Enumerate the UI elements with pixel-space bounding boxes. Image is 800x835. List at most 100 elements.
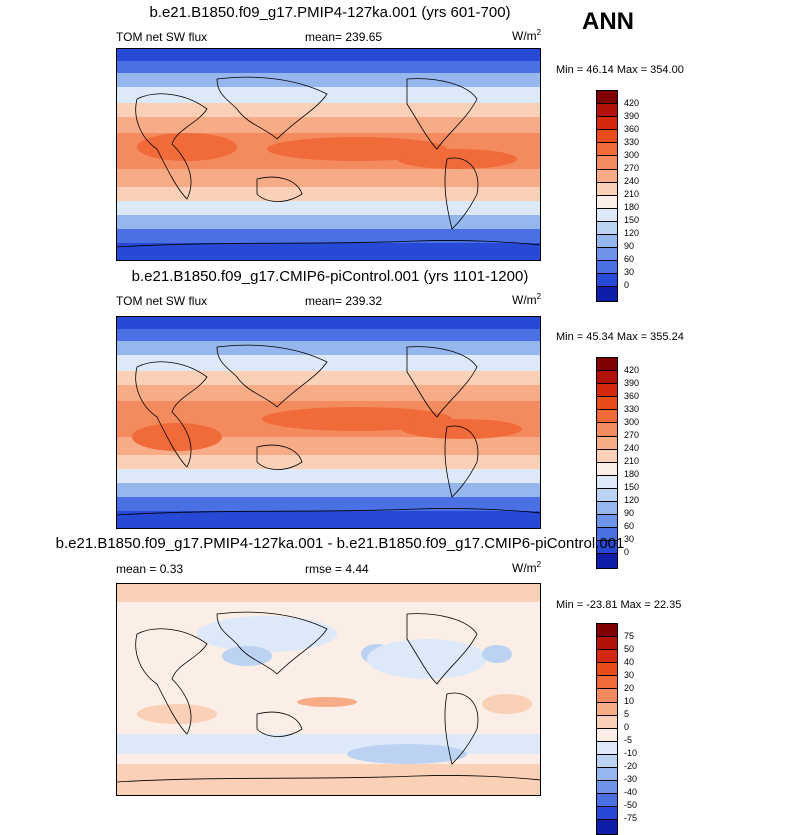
panel-2-mean-label: mean= 239.32	[305, 294, 383, 308]
colorbar-tick-label: 90	[624, 508, 635, 518]
colorbar-box	[597, 488, 617, 503]
colorbar-box	[597, 754, 617, 769]
colorbar-tick-label: 30	[624, 670, 635, 680]
colorbar-box	[597, 423, 617, 437]
colorbar-tick-label: 30	[624, 267, 635, 277]
colorbar-tick-label: 420	[624, 98, 640, 108]
colorbar-box	[597, 274, 617, 288]
colorbar-box	[597, 502, 617, 516]
colorbar-box	[597, 221, 617, 236]
colorbar-tick-label: 270	[624, 430, 640, 440]
colorbar-tick-label: 210	[624, 456, 640, 466]
colorbar-box	[597, 449, 617, 463]
colorbar-tick-label: 0	[624, 722, 630, 732]
panel-2-colorbar	[596, 357, 618, 569]
colorbar-tick-label: 30	[624, 534, 635, 544]
panel-1-colorbar	[596, 90, 618, 302]
panel-2-minmax: Min = 45.34 Max = 355.24	[556, 331, 684, 343]
colorbar-box	[597, 781, 617, 795]
colorbar-box	[597, 528, 617, 542]
panel-1-variable-label: TOM net SW flux	[116, 30, 208, 44]
panel-2-map	[116, 316, 541, 529]
colorbar-tick-label: 60	[624, 521, 635, 531]
panel-3-minmax: Min = -23.81 Max = 22.35	[556, 599, 682, 611]
colorbar-box	[597, 104, 617, 118]
colorbar-tick-label: 150	[624, 215, 640, 225]
colorbar-tick-label: 240	[624, 443, 640, 453]
colorbar-box	[597, 820, 617, 834]
colorbar-box	[597, 689, 617, 703]
colorbar-tick-label: 75	[624, 631, 635, 641]
colorbar-tick-label: 50	[624, 644, 635, 654]
panel-1-map-svg	[117, 49, 540, 260]
colorbar-tick-label: 180	[624, 469, 640, 479]
colorbar-box	[597, 515, 617, 529]
colorbar-tick-label: -5	[624, 735, 633, 745]
colorbar-tick-label: 420	[624, 365, 640, 375]
colorbar-box	[597, 741, 617, 755]
panel-3-mean-label: mean = 0.33	[116, 562, 184, 576]
panel-3-colorbar	[596, 623, 618, 835]
colorbar-tick-label: 5	[624, 709, 630, 719]
panel-2-units: W/m2	[512, 292, 542, 307]
colorbar-box	[597, 182, 617, 196]
colorbar-box	[597, 541, 617, 555]
colorbar-tick-label: -20	[624, 761, 638, 771]
colorbar-box	[597, 261, 617, 275]
colorbar-box	[597, 156, 617, 170]
colorbar-tick-label: 300	[624, 417, 640, 427]
colorbar-tick-label: 10	[624, 696, 635, 706]
panel-3-colorbar-ticks: 75 50 40 30 20 10 5 0 -5 -10 -20 -30 -40…	[624, 623, 664, 833]
colorbar-box	[597, 358, 617, 372]
colorbar-tick-label: 330	[624, 404, 640, 414]
colorbar-tick-label: 120	[624, 495, 640, 505]
colorbar-box	[597, 768, 617, 782]
colorbar-tick-label: 270	[624, 163, 640, 173]
colorbar-box	[597, 554, 617, 568]
colorbar-box	[597, 397, 617, 411]
colorbar-tick-label: -75	[624, 813, 638, 823]
colorbar-box	[597, 371, 617, 385]
colorbar-box	[597, 130, 617, 144]
colorbar-box	[597, 384, 617, 398]
colorbar-tick-label: 360	[624, 124, 640, 134]
colorbar-tick-label: 90	[624, 241, 635, 251]
colorbar-box	[597, 410, 617, 424]
panel-2-colorbar-ticks: 420 390 360 330 300 270 240 210 180 150 …	[624, 357, 664, 567]
colorbar-box	[597, 728, 617, 742]
colorbar-tick-label: 0	[624, 280, 630, 290]
panel-3-map-svg	[117, 584, 540, 795]
colorbar-tick-label: 40	[624, 657, 635, 667]
colorbar-box	[597, 462, 617, 476]
colorbar-tick-label: -40	[624, 787, 638, 797]
colorbar-tick-label: 390	[624, 378, 640, 388]
colorbar-box	[597, 650, 617, 664]
colorbar-tick-label: 330	[624, 137, 640, 147]
colorbar-box	[597, 702, 617, 716]
colorbar-box	[597, 248, 617, 262]
panel-2-title: b.e21.B1850.f09_g17.CMIP6-piControl.001 …	[131, 268, 529, 285]
colorbar-box	[597, 195, 617, 209]
colorbar-tick-label: 60	[624, 254, 635, 264]
colorbar-tick-label: 240	[624, 176, 640, 186]
colorbar-box	[597, 91, 617, 105]
panel-1-mean-label: mean= 239.65	[305, 30, 383, 44]
panel-1-colorbar-ticks: 420 390 360 330 300 270 240 210 180 150 …	[624, 90, 664, 300]
colorbar-box	[597, 676, 617, 690]
colorbar-tick-label: 180	[624, 202, 640, 212]
panel-3-title: b.e21.B1850.f09_g17.PMIP4-127ka.001 - b.…	[55, 535, 625, 552]
colorbar-box	[597, 715, 617, 729]
colorbar-box	[597, 208, 617, 222]
colorbar-tick-label: -50	[624, 800, 638, 810]
panel-3-units: W/m2	[512, 560, 542, 575]
colorbar-box	[597, 169, 617, 183]
colorbar-tick-label: 300	[624, 150, 640, 160]
panel-3-map	[116, 583, 541, 796]
colorbar-tick-label: 20	[624, 683, 635, 693]
panel-1-units: W/m2	[512, 28, 542, 43]
colorbar-box	[597, 624, 617, 638]
panel-1-title: b.e21.B1850.f09_g17.PMIP4-127ka.001 (yrs…	[149, 4, 511, 21]
panel-2-map-svg	[117, 317, 540, 528]
colorbar-box	[597, 143, 617, 157]
colorbar-tick-label: 120	[624, 228, 640, 238]
